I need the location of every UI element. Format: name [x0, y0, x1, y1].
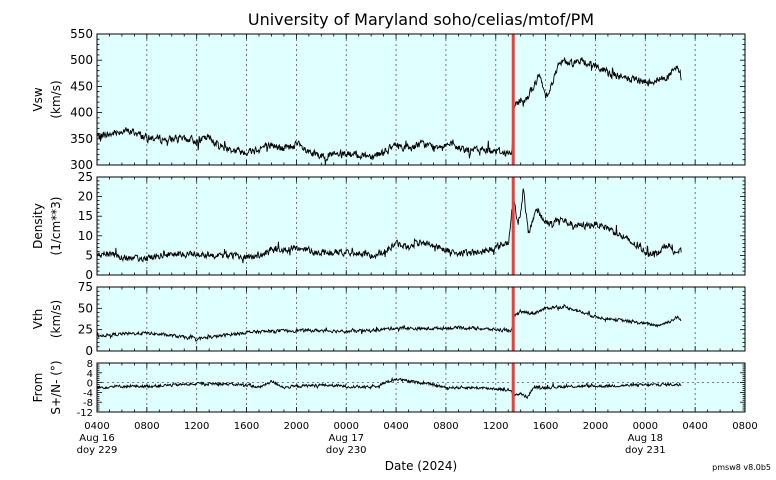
y-axis-label: (1/cm**3) [49, 197, 63, 256]
y-axis-label: (km/s) [49, 80, 63, 118]
y-tick-label: -4 [83, 388, 93, 399]
y-tick-label: 15 [78, 209, 93, 223]
y-tick-label: 450 [70, 79, 93, 93]
x-axis: 0400 0800 1200 1600 2000 0000 0400 0800 1200 1600… [77, 421, 758, 456]
y-tick-label: 10 [78, 229, 93, 243]
panel-frame [96, 33, 746, 166]
panel-vsw: 300 350 400 450 500 550 Vsw (km/s) [31, 27, 746, 172]
x-tick-label: 0800 [732, 421, 757, 432]
y-axis-label: Vth [31, 309, 45, 330]
x-tick-label: 1600 [234, 421, 259, 432]
x-tick-label: 1200 [184, 421, 209, 432]
y-tick-label: 500 [70, 53, 93, 67]
y-axis-label: Density [31, 203, 45, 249]
y-tick-label: 75 [78, 280, 93, 294]
y-tick-label: 550 [70, 27, 93, 41]
y-axis-label: From [31, 373, 45, 403]
footer-version: pmsw8 v8.0b5 [712, 463, 771, 472]
day-date-label: Aug 16 [79, 433, 114, 444]
y-tick-label: 350 [70, 132, 93, 146]
x-axis-label: Date (2024) [385, 459, 457, 473]
panel-background [97, 177, 745, 275]
y-tick-label: 25 [78, 170, 93, 184]
panel-density: 0 5 10 15 20 25 Density (1/cm**3) [31, 170, 746, 282]
y-tick-label: 0 [85, 268, 93, 282]
y-tick-label: 400 [70, 106, 93, 120]
panel-frame [96, 362, 746, 413]
day-date-label: Aug 17 [329, 433, 364, 444]
x-tick-label: 0800 [134, 421, 159, 432]
y-tick-label: 0 [85, 344, 93, 358]
y-axis-label: S+/N- (°) [49, 360, 63, 414]
day-doy-label: doy 231 [625, 445, 666, 456]
y-tick-label: 4 [87, 369, 93, 380]
day-doy-label: doy 229 [77, 445, 118, 456]
panel-background [97, 287, 745, 351]
panel-background [97, 34, 745, 165]
panel-vth: 0 25 50 75 Vth (km/s) [31, 280, 746, 358]
x-tick-label: 0000 [633, 421, 658, 432]
panel-frame [96, 286, 746, 352]
chart-title: University of Maryland soho/celias/mtof/… [248, 10, 594, 29]
y-tick-label: -12 [77, 408, 93, 419]
x-tick-label: 0400 [682, 421, 707, 432]
x-tick-label: 0400 [383, 421, 408, 432]
x-tick-label: 2000 [583, 421, 608, 432]
y-tick-label: 25 [78, 323, 93, 337]
y-axis-label: Vsw [31, 87, 45, 111]
x-tick-label: 0000 [334, 421, 359, 432]
x-tick-label: 2000 [284, 421, 309, 432]
y-tick-label: 8 [87, 359, 93, 370]
y-tick-label: 20 [78, 190, 93, 204]
x-tick-label: 1600 [533, 421, 558, 432]
y-tick-label: 50 [78, 301, 93, 315]
day-date-label: Aug 18 [628, 433, 663, 444]
panel-background [97, 363, 745, 412]
series-vsw [96, 57, 682, 166]
x-tick-label: 0400 [84, 421, 109, 432]
y-tick-label: 0 [87, 379, 93, 390]
y-tick-label: 300 [70, 158, 93, 172]
y-tick-label: -8 [83, 398, 93, 409]
day-doy-label: doy 230 [326, 445, 367, 456]
panel-frame [96, 176, 746, 276]
x-tick-label: 1200 [483, 421, 508, 432]
series-from [96, 376, 682, 400]
series-density [96, 188, 682, 264]
x-tick-label: 0800 [433, 421, 458, 432]
y-axis-label: (km/s) [49, 300, 63, 338]
y-tick-label: 5 [85, 248, 93, 262]
series-vth [96, 303, 682, 342]
